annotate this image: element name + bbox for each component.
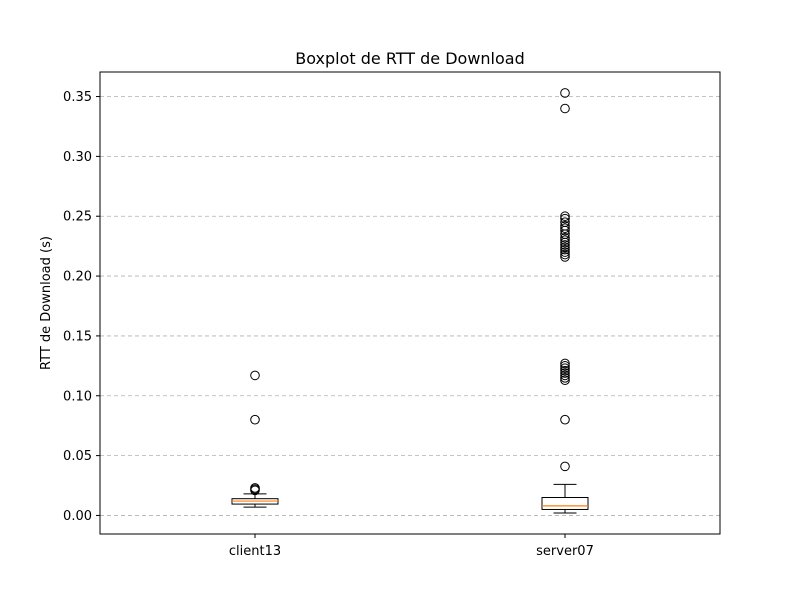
x-tick-label: server07 xyxy=(536,544,594,559)
outlier-point xyxy=(560,365,570,376)
outlier-point xyxy=(560,103,570,114)
outlier-point xyxy=(560,358,570,369)
outlier-point xyxy=(560,223,570,233)
box-server07 xyxy=(541,88,589,514)
outlier-point xyxy=(560,232,570,243)
y-tick-label: 0.05 xyxy=(63,449,92,464)
y-tick-label: 0.35 xyxy=(63,90,92,105)
outlier-point xyxy=(250,483,260,493)
y-tick-label: 0.10 xyxy=(63,389,92,404)
outlier-point xyxy=(560,252,570,262)
outlier-point xyxy=(560,244,570,255)
outlier-point xyxy=(560,414,570,425)
outlier-point xyxy=(560,217,570,228)
iqr-box xyxy=(541,496,589,510)
grid-lines xyxy=(100,96,720,516)
outlier-point xyxy=(560,370,570,381)
outlier-point xyxy=(560,375,570,385)
y-tick-label: 0.15 xyxy=(63,329,92,344)
y-tick-label: 0.25 xyxy=(63,210,92,225)
outlier-point xyxy=(560,211,570,222)
outlier-point xyxy=(560,242,570,253)
outlier-point xyxy=(560,368,570,378)
axes-frame xyxy=(99,71,721,535)
y-tick-label: 0.30 xyxy=(63,150,92,165)
outlier-point xyxy=(250,414,260,425)
x-tick-label: client13 xyxy=(229,544,281,559)
outlier-point xyxy=(560,373,570,383)
outlier-point xyxy=(560,363,570,374)
outlier-point xyxy=(560,247,570,257)
outlier-point xyxy=(560,361,570,371)
outlier-point xyxy=(560,88,570,98)
tick-layer: 0.00 0.05 0.10 0.15 0.20 0.25 0.30 0.35 client13… xyxy=(63,90,594,559)
y-tick-label: 0.00 xyxy=(63,509,92,524)
outlier-point xyxy=(560,240,570,250)
chart-title: Boxplot de RTT de Download xyxy=(295,49,525,68)
outlier-point xyxy=(560,213,570,224)
outlier-point xyxy=(560,235,570,245)
y-axis-label: RTT de Download (s) xyxy=(39,236,54,370)
y-tick-label: 0.20 xyxy=(63,270,92,285)
box-layer xyxy=(231,88,589,514)
box-client13 xyxy=(231,370,279,508)
outlier-point xyxy=(560,249,570,260)
outlier-point xyxy=(560,461,570,472)
outlier-point xyxy=(250,370,260,381)
outlier-point xyxy=(560,221,570,231)
